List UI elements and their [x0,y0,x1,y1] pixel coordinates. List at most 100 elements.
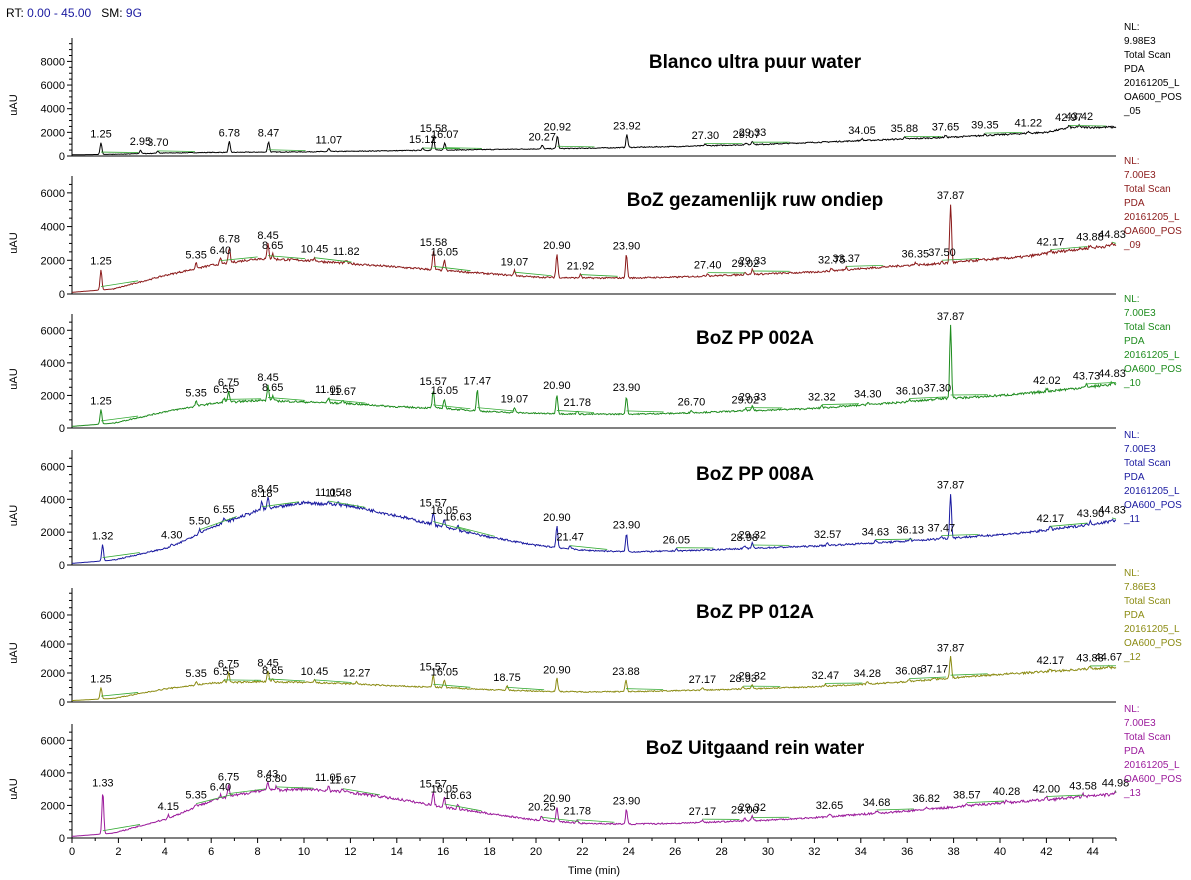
peak-label: 5.35 [185,250,206,262]
peak-label: 32.65 [816,800,844,812]
integration-baseline [314,257,352,263]
peak-label: 37.87 [937,642,965,654]
integration-baseline [477,407,515,412]
x-tick-label: 8 [255,846,261,858]
y-tick-label: 0 [59,151,65,163]
peak-label: 44.83 [1098,229,1126,241]
peak-label: 44.83 [1098,368,1126,380]
integration-baseline [941,534,979,536]
x-tick-label: 0 [69,846,75,858]
integration-baseline [1111,241,1117,244]
integration-baseline [268,678,306,682]
peak-label: 29.07 [733,129,761,141]
integration-baseline [342,788,380,796]
peak-label: 37.47 [928,522,956,534]
y-tick-label: 2000 [41,127,65,139]
sm-label: SM: [101,6,123,20]
panel-title: BoZ PP 012A [696,602,814,623]
integration-baseline [100,415,139,422]
y-tick-label: 0 [59,423,65,435]
integration-baseline [984,132,1023,134]
x-tick-label: 38 [947,846,959,858]
y-tick-label: 4000 [41,358,65,370]
integration-baseline [268,255,306,260]
peak-label: 29.33 [739,392,767,404]
info-line: _12 [1123,652,1141,663]
info-line: 20161205_L [1124,624,1180,635]
integration-baseline [261,501,299,508]
peak-label: 43.58 [1069,780,1097,792]
peak-label: 34.05 [848,125,876,137]
integration-baseline [268,149,306,152]
peak-label: 6.78 [219,234,240,246]
peak-label: 16.07 [431,129,459,141]
chromatogram-panel-6: 0 2000 4000 6000 uAU 1.33 4.15 5.35 6.406.75 8.43… [8,704,1182,845]
nl-label: NL: [1124,430,1140,441]
peak-label: 23.90 [613,382,641,394]
peak-label: 5.50 [189,516,210,528]
peak-label: 8.80 [265,773,286,785]
peak-label: 6.78 [219,128,240,140]
integration-baseline [157,150,195,152]
integration-baseline [966,800,1004,804]
peak-label: 15.58 [420,123,448,135]
info-line: _13 [1123,788,1141,799]
integration-baseline [541,816,579,822]
x-tick-label: 42 [1040,846,1052,858]
nl-label: NL: [1124,704,1140,715]
peak-label: 5.35 [185,668,206,680]
integration-baseline [514,271,552,277]
integration-baseline [314,679,352,683]
peak-label: 6.75 [218,658,239,670]
peak-label: 11.82 [333,246,360,258]
x-tick-label: 14 [391,846,403,858]
peak-label: 20.90 [543,793,571,805]
integration-baseline [328,500,366,508]
peak-label: 15.57 [419,498,447,510]
integration-baseline [228,788,266,795]
peak-label: 8.65 [262,665,283,677]
info-line: PDA [1124,64,1145,75]
y-axis-label: uAU [8,368,20,389]
x-tick-label: 10 [298,846,310,858]
y-tick-label: 6000 [41,461,65,473]
peak-label: 16.05 [431,666,459,678]
peak-label: 29.32 [738,670,766,682]
peak-label: 32.57 [814,529,842,541]
peak-label: 2.95 [130,136,151,148]
peak-label: 36.82 [912,793,940,805]
peak-label: 4.30 [161,530,182,542]
y-axis-label: uAU [8,778,20,799]
info-line: PDA [1124,472,1145,483]
peak-label: 23.92 [613,120,641,132]
peak-label: 34.63 [862,526,890,538]
rt-label: RT: [6,6,24,20]
peak-label: 34.68 [863,797,891,809]
peak-label: 15.57 [419,662,447,674]
integration-baseline [100,280,139,287]
peak-label: 15.58 [420,237,448,249]
y-tick-label: 2000 [41,800,65,812]
integration-baseline [570,545,608,550]
peak-label: 15.57 [419,376,447,388]
integration-baseline [846,264,884,267]
info-line: PDA [1124,610,1145,621]
peak-label: 42.17 [1037,513,1065,525]
integration-baseline [1050,246,1088,250]
integration-baseline [577,819,615,823]
info-line: OA600_POS [1124,774,1182,785]
x-tick-label: 28 [715,846,727,858]
y-axis-label: uAU [8,232,20,253]
peak-label: 23.90 [613,520,641,532]
nl-label: NL: [1124,22,1140,33]
info-line: Total Scan [1124,322,1171,333]
x-tick-label: 2 [115,846,121,858]
trace-line [72,123,1117,156]
nl-value: 7.86E3 [1124,582,1156,593]
trace-line [72,656,1117,701]
peak-label: 21.92 [567,261,595,273]
range-header: RT: 0.00 - 45.00 SM: 9G [6,6,142,20]
peak-label: 29.02 [731,258,759,270]
x-tick-label: 22 [576,846,588,858]
peak-label: 44.83 [1098,505,1126,517]
